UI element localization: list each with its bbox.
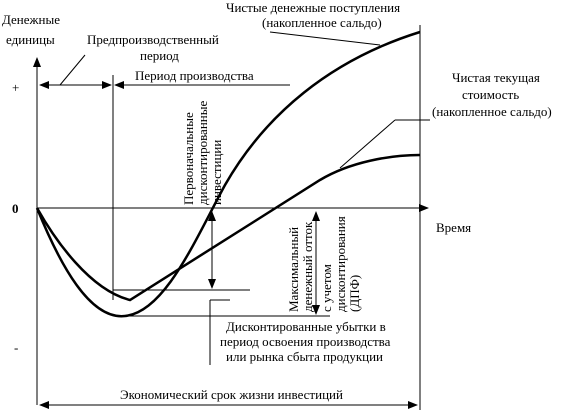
net-cash-curve	[35, 30, 421, 318]
npv-curve	[35, 153, 421, 302]
annotation: инвестиции	[209, 140, 224, 205]
leader	[59, 54, 86, 86]
annotation: дисконтированные	[195, 101, 210, 205]
curve-label: Чистые денежные поступления	[226, 0, 400, 15]
zero: 0	[12, 201, 19, 216]
plus: +	[12, 80, 19, 95]
leader	[339, 119, 396, 169]
annotation: с учетом	[319, 264, 334, 312]
losses-label: период освоения производства	[220, 334, 391, 349]
curve-label: Чистая текущая	[452, 70, 540, 85]
losses-label: Дисконтированные убытки в	[226, 319, 386, 334]
invest-label: Первоначальные дисконтированные инвестиц…	[181, 101, 224, 205]
annotation: (ДПФ)	[347, 275, 362, 312]
curve-label: стоимость	[462, 87, 519, 102]
y-label: единицы	[6, 32, 55, 47]
curve-label: (накопленное сальдо)	[262, 15, 382, 30]
leader	[269, 31, 381, 46]
curve-label: (накопленное сальдо)	[432, 104, 552, 119]
annotation: денежный отток	[300, 221, 315, 312]
minus: -	[14, 340, 18, 355]
max-label: Максимальный денежный отток с учетом дис…	[286, 216, 362, 312]
pre-period-label: период	[140, 48, 179, 63]
annotation: Первоначальные	[181, 112, 196, 205]
losses-label: или рынка сбыта продукции	[226, 349, 383, 364]
annotation: дисконтирования	[333, 216, 348, 312]
pre-period-label: Предпроизводственный	[87, 32, 219, 47]
production-label: Период производства	[135, 68, 254, 83]
x-label: Время	[436, 220, 471, 235]
annotation: Максимальный	[286, 227, 301, 312]
y-label: Денежные	[2, 12, 60, 27]
axes	[33, 25, 429, 410]
lifetime-label: Экономический срок жизни инвестиций	[120, 387, 343, 402]
